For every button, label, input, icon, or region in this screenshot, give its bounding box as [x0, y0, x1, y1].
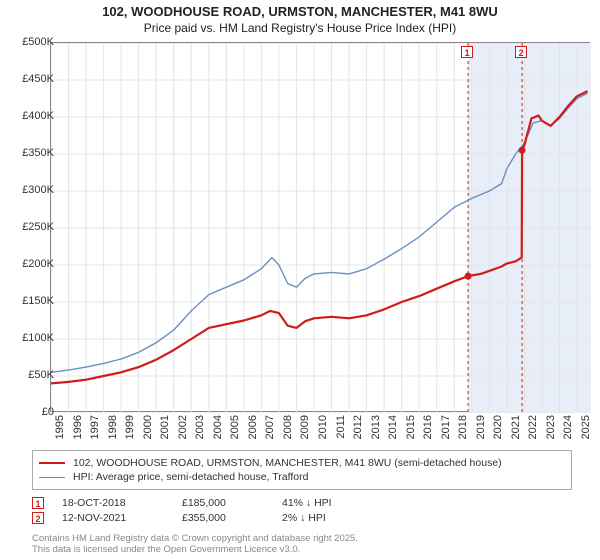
- x-tick-label: 2000: [142, 415, 154, 439]
- sale-date: 12-NOV-2021: [62, 512, 182, 524]
- x-tick-label: 2002: [177, 415, 189, 439]
- title-address: 102, WOODHOUSE ROAD, URMSTON, MANCHESTER…: [0, 4, 600, 19]
- x-tick-label: 2001: [159, 415, 171, 439]
- x-tick-label: 2010: [317, 415, 329, 439]
- x-tick-label: 2011: [335, 415, 347, 439]
- x-tick-label: 2019: [475, 415, 487, 439]
- legend-swatch-hpi: [39, 477, 65, 478]
- x-tick-label: 2025: [580, 415, 592, 439]
- x-tick-label: 2007: [264, 415, 276, 439]
- x-tick-label: 2014: [387, 415, 399, 439]
- y-tick-label: £200K: [6, 258, 54, 270]
- title-block: 102, WOODHOUSE ROAD, URMSTON, MANCHESTER…: [0, 0, 600, 37]
- y-tick-label: £50K: [6, 369, 54, 381]
- x-tick-label: 2012: [352, 415, 364, 439]
- y-tick-label: £400K: [6, 110, 54, 122]
- x-tick-label: 1995: [54, 415, 66, 439]
- y-tick-label: £0: [6, 406, 54, 418]
- sale-row-2: 2 12-NOV-2021£355,0002% ↓ HPI: [32, 512, 572, 524]
- y-tick-label: £450K: [6, 73, 54, 85]
- sale-diff: 41% ↓ HPI: [282, 497, 332, 509]
- x-tick-label: 2008: [282, 415, 294, 439]
- x-tick-label: 2009: [299, 415, 311, 439]
- x-tick-label: 2004: [212, 415, 224, 439]
- chart-svg: [51, 43, 591, 413]
- x-tick-label: 2023: [545, 415, 557, 439]
- x-tick-label: 2020: [492, 415, 504, 439]
- chart-container: 102, WOODHOUSE ROAD, URMSTON, MANCHESTER…: [0, 0, 600, 560]
- x-tick-label: 2005: [229, 415, 241, 439]
- y-tick-label: £150K: [6, 295, 54, 307]
- sale-marker-2: 2: [515, 46, 527, 58]
- x-tick-label: 2018: [457, 415, 469, 439]
- x-tick-label: 2016: [422, 415, 434, 439]
- sale-idx: 1: [32, 497, 44, 509]
- sale-date: 18-OCT-2018: [62, 497, 182, 509]
- x-tick-label: 2021: [510, 415, 522, 439]
- x-tick-label: 2015: [405, 415, 417, 439]
- y-tick-label: £250K: [6, 221, 54, 233]
- plot-area: [50, 42, 590, 412]
- sale-price: £185,000: [182, 497, 282, 509]
- sale-marker-1: 1: [461, 46, 473, 58]
- y-tick-label: £500K: [6, 36, 54, 48]
- x-tick-label: 2006: [247, 415, 259, 439]
- sale-price: £355,000: [182, 512, 282, 524]
- y-tick-label: £100K: [6, 332, 54, 344]
- legend: 102, WOODHOUSE ROAD, URMSTON, MANCHESTER…: [32, 450, 572, 490]
- x-tick-label: 1999: [124, 415, 136, 439]
- sale-diff: 2% ↓ HPI: [282, 512, 326, 524]
- legend-row-property: 102, WOODHOUSE ROAD, URMSTON, MANCHESTER…: [39, 457, 565, 469]
- x-tick-label: 2024: [562, 415, 574, 439]
- legend-swatch-property: [39, 462, 65, 464]
- legend-row-hpi: HPI: Average price, semi-detached house,…: [39, 471, 565, 483]
- y-tick-label: £350K: [6, 147, 54, 159]
- x-tick-label: 1996: [72, 415, 84, 439]
- x-tick-label: 2017: [440, 415, 452, 439]
- x-tick-label: 1997: [89, 415, 101, 439]
- y-tick-label: £300K: [6, 184, 54, 196]
- sale-row-1: 1 18-OCT-2018£185,00041% ↓ HPI: [32, 497, 572, 509]
- footer-attribution: Contains HM Land Registry data © Crown c…: [32, 534, 572, 556]
- footer-line2: This data is licensed under the Open Gov…: [32, 545, 572, 556]
- x-tick-label: 2003: [194, 415, 206, 439]
- x-tick-label: 2022: [527, 415, 539, 439]
- legend-label-hpi: HPI: Average price, semi-detached house,…: [73, 471, 308, 483]
- title-subtitle: Price paid vs. HM Land Registry's House …: [0, 21, 600, 35]
- x-tick-label: 1998: [107, 415, 119, 439]
- sales-table: 1 18-OCT-2018£185,00041% ↓ HPI 2 12-NOV-202…: [32, 494, 572, 527]
- sale-idx: 2: [32, 512, 44, 524]
- x-tick-label: 2013: [370, 415, 382, 439]
- legend-label-property: 102, WOODHOUSE ROAD, URMSTON, MANCHESTER…: [73, 457, 502, 469]
